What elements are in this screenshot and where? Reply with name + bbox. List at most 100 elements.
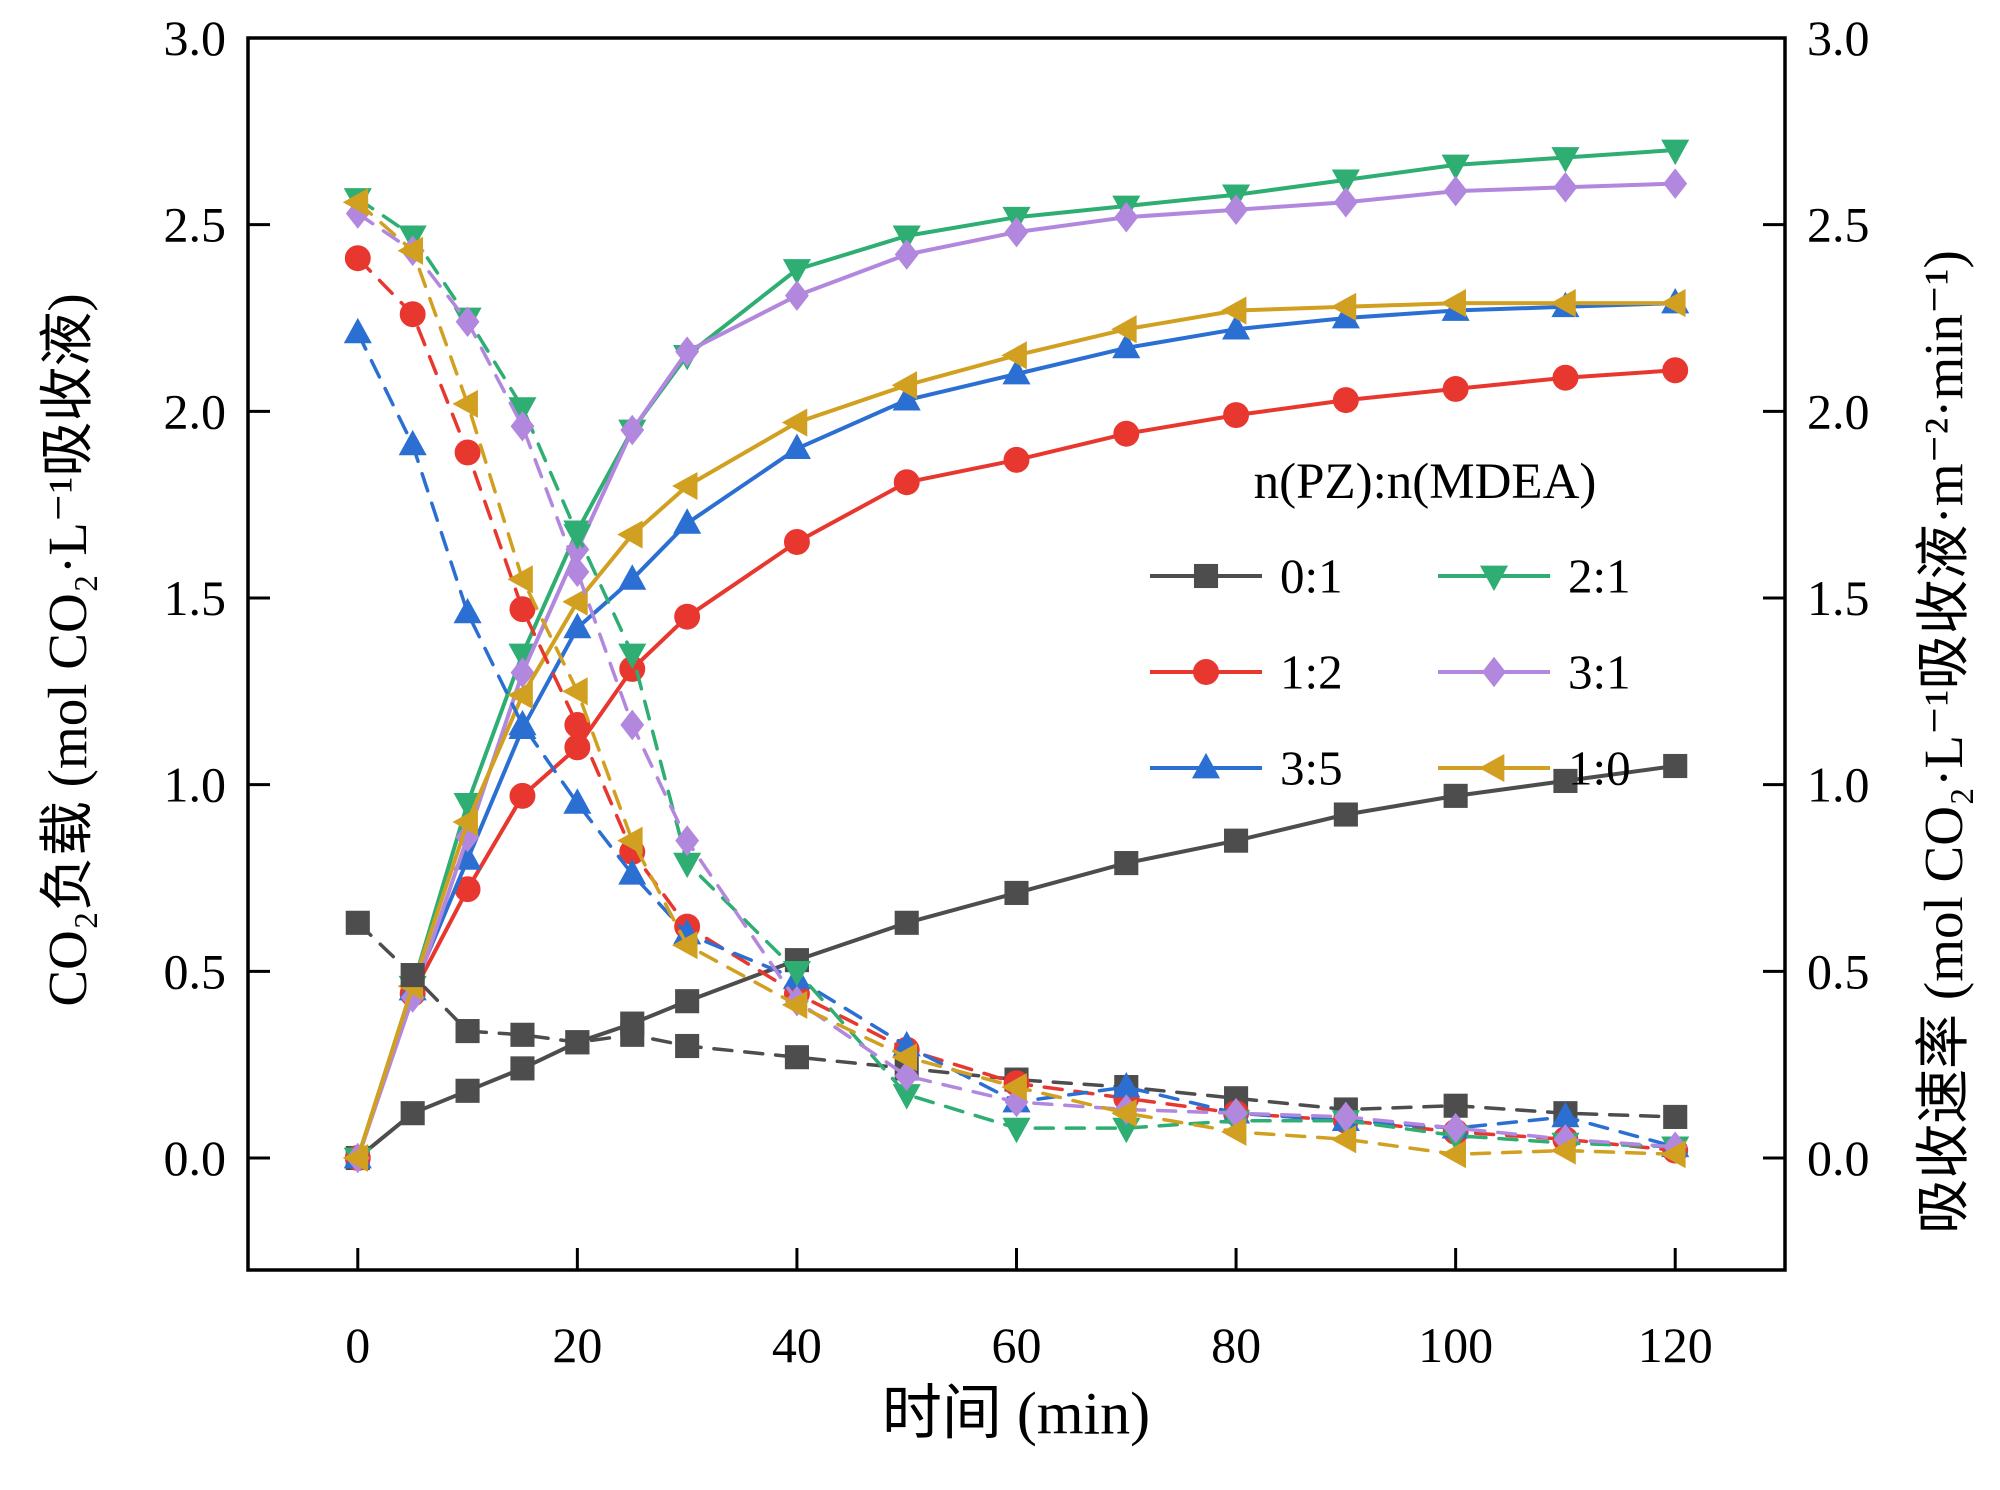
- series-line: [355, 301, 1678, 1160]
- x-tick-label: 20: [552, 1317, 602, 1373]
- series-marker: [452, 807, 478, 837]
- series-marker: [345, 910, 370, 935]
- series-marker: [565, 556, 590, 588]
- series-marker: [892, 385, 921, 411]
- series-marker: [1333, 802, 1358, 827]
- series-marker: [675, 825, 700, 856]
- series-marker: [453, 597, 482, 624]
- legend-sample-marker: [1193, 659, 1219, 685]
- x-axis: 0 20 40 60 80 100 120: [345, 1248, 1713, 1373]
- series-marker: [784, 1045, 809, 1070]
- legend-sample-marker: [1479, 565, 1509, 592]
- series-marker: [455, 1019, 480, 1044]
- series-marker: [342, 1143, 369, 1173]
- legend-entry-label: 0:1: [1280, 549, 1343, 604]
- series-marker: [1663, 1104, 1688, 1129]
- y-tick-label-left: 2.0: [164, 383, 227, 439]
- legend-entry-label: 3:1: [1568, 645, 1631, 700]
- legend-entry-1-0: 1:0: [1438, 741, 1631, 796]
- legend-sample-marker: [1482, 656, 1506, 688]
- series-marker: [1001, 1073, 1027, 1102]
- series-marker: [399, 301, 426, 328]
- series-marker: [1112, 332, 1141, 359]
- series-marker: [1002, 358, 1031, 385]
- series-marker: [675, 336, 700, 367]
- series-marker: [891, 371, 918, 400]
- x-tick-label: 60: [992, 1317, 1042, 1373]
- series-3-5-loading: [343, 287, 1690, 1169]
- series-marker: [455, 1078, 480, 1103]
- series-marker: [1333, 186, 1358, 218]
- series-marker: [452, 389, 478, 418]
- series-marker: [1660, 289, 1686, 318]
- legend-title: n(PZ):n(MDEA): [1254, 454, 1597, 510]
- series-marker: [781, 408, 808, 437]
- series-line: [356, 331, 1677, 1149]
- series-marker: [1114, 851, 1139, 876]
- series-marker: [507, 565, 533, 594]
- series-marker: [1111, 315, 1137, 344]
- series-marker: [1113, 420, 1140, 447]
- series-line: [355, 368, 1678, 1160]
- series-marker: [510, 410, 535, 442]
- series-0-1-rate: [345, 910, 1688, 1129]
- legend-entry-2-1: 2:1: [1438, 549, 1631, 604]
- legend-entry-3-1: 3:1: [1438, 645, 1631, 700]
- series-marker: [1331, 169, 1360, 195]
- series-marker: [1114, 201, 1139, 233]
- y-tick-label-left: 2.5: [164, 197, 227, 253]
- legend-entry-0-1: 0:1: [1150, 549, 1343, 604]
- series-marker: [1223, 402, 1250, 429]
- series-3-5-rate: [343, 317, 1690, 1158]
- series-marker: [894, 910, 919, 935]
- series-marker: [1440, 289, 1467, 318]
- series-marker: [1551, 147, 1580, 173]
- series-marker: [783, 529, 810, 555]
- legend-entry-3-5: 3:5: [1150, 741, 1343, 796]
- legend-entry-label: 2:1: [1568, 549, 1631, 604]
- series-marker: [1002, 1117, 1031, 1144]
- series-marker: [782, 960, 811, 987]
- series-marker: [1001, 341, 1027, 370]
- series-line: [355, 301, 1678, 1160]
- y-tick-label-right: 2.5: [1807, 197, 1870, 253]
- series-marker: [1004, 216, 1029, 248]
- legend-sample-marker: [1191, 752, 1221, 779]
- series-marker: [1440, 1140, 1467, 1169]
- series-marker: [892, 225, 921, 251]
- series-marker: [400, 1101, 425, 1126]
- series-marker: [509, 596, 536, 623]
- series-marker: [455, 306, 480, 338]
- y-axis-label-right: 吸收速率 (mol CO₂·L⁻¹吸收液·m⁻²·min⁻¹): [1913, 250, 1974, 1234]
- series-marker: [781, 990, 808, 1019]
- y-tick-label-right: 3.0: [1807, 10, 1870, 66]
- series-marker: [620, 1022, 645, 1047]
- series-marker: [510, 1022, 535, 1047]
- legend-entry-1-2: 1:2: [1150, 645, 1343, 700]
- series-line: [356, 200, 1677, 1157]
- series-marker: [675, 1033, 700, 1059]
- series-marker: [1553, 172, 1578, 203]
- series-line: [356, 921, 1677, 1119]
- series-1-0-rate: [342, 188, 1686, 1169]
- series-marker: [1662, 357, 1689, 384]
- y-axis-right: 0.0 0.5 1.0 1.5 2.0 2.5 3.0: [1763, 10, 1870, 1186]
- series-marker: [1663, 753, 1688, 779]
- series-marker: [342, 188, 369, 217]
- series-marker: [782, 433, 811, 460]
- series-1-2-loading: [344, 357, 1689, 1171]
- series-marker: [1224, 828, 1249, 853]
- series-1-0-loading: [342, 289, 1686, 1173]
- series-marker: [510, 1056, 535, 1081]
- series-marker: [673, 852, 702, 879]
- series-marker: [1222, 314, 1251, 340]
- series-marker: [894, 1060, 919, 1092]
- series-marker: [893, 469, 920, 496]
- y-axis-left: 0.0 0.5 1.0 1.5 2.0 2.5 3.0: [164, 10, 270, 1186]
- series-marker: [784, 280, 809, 311]
- series-marker: [1442, 375, 1469, 402]
- y-tick-label-right: 0.0: [1807, 1130, 1870, 1186]
- x-tick-label: 0: [345, 1317, 370, 1373]
- series-marker: [1332, 387, 1359, 414]
- series-marker: [618, 859, 647, 885]
